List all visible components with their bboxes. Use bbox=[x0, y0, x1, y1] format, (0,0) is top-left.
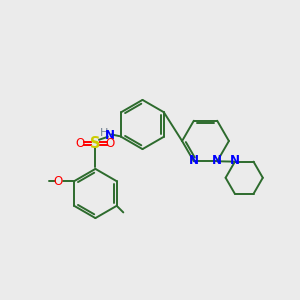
Text: O: O bbox=[76, 137, 85, 150]
Text: N: N bbox=[105, 129, 115, 142]
Text: N: N bbox=[212, 154, 222, 167]
Text: N: N bbox=[230, 154, 240, 167]
Text: S: S bbox=[90, 136, 101, 151]
Text: N: N bbox=[189, 154, 199, 167]
Text: H: H bbox=[100, 128, 108, 138]
Text: O: O bbox=[54, 175, 63, 188]
Text: O: O bbox=[106, 137, 115, 150]
